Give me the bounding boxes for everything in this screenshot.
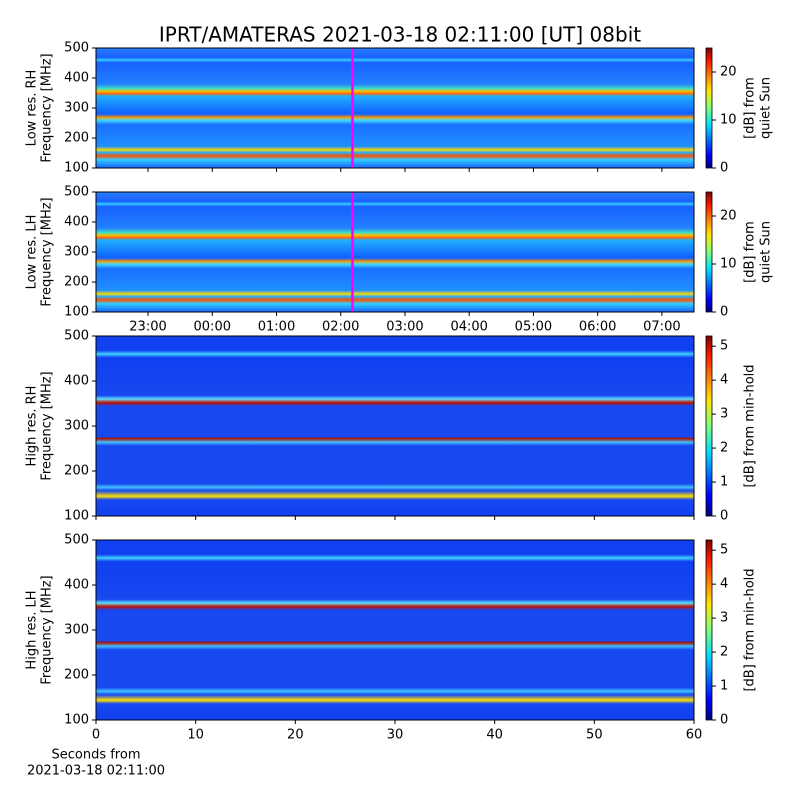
colorbar-tick-label: 1 bbox=[720, 475, 728, 490]
x-tick-label: 10 bbox=[187, 728, 204, 743]
y-axis-label: High res. RH bbox=[25, 386, 40, 467]
x-tick-label: 05:00 bbox=[515, 320, 552, 335]
y-tick-label: 200 bbox=[64, 131, 89, 146]
x-tick-label: 40 bbox=[486, 728, 503, 743]
x-tick-label: 07:00 bbox=[643, 320, 680, 335]
y-tick-label: 400 bbox=[64, 578, 89, 593]
colorbar-tick-label: 20 bbox=[720, 65, 737, 80]
y-axis-label: Frequency [MHz] bbox=[40, 371, 55, 480]
y-tick-label: 100 bbox=[64, 161, 89, 176]
spectrogram-image bbox=[96, 336, 694, 516]
colorbar-tick-label: 3 bbox=[720, 611, 728, 626]
x-tick-label: 01:00 bbox=[258, 320, 295, 335]
y-axis-label: High res. LH bbox=[25, 590, 40, 669]
colorbar bbox=[705, 191, 713, 313]
colorbar-label: [dB] from bbox=[743, 221, 758, 283]
colorbar-tick-label: 0 bbox=[720, 509, 728, 524]
y-tick-label: 100 bbox=[64, 509, 89, 524]
y-tick-label: 400 bbox=[64, 374, 89, 389]
colorbar-tick-label: 5 bbox=[720, 543, 728, 558]
colorbar bbox=[705, 47, 713, 169]
colorbar-label: [dB] from bbox=[743, 77, 758, 139]
colorbar-tick-label: 4 bbox=[720, 373, 728, 388]
x-tick-label: 23:00 bbox=[129, 320, 166, 335]
colorbar-label: quiet Sun bbox=[759, 77, 774, 139]
colorbar-tick-label: 1 bbox=[720, 679, 728, 694]
y-axis-label: Low res. LH bbox=[25, 215, 40, 290]
colorbar-label: [dB] from min-hold bbox=[743, 568, 758, 691]
y-tick-label: 200 bbox=[64, 464, 89, 479]
y-tick-label: 200 bbox=[64, 668, 89, 683]
y-axis-label: Frequency [MHz] bbox=[40, 53, 55, 162]
x-tick-label: 03:00 bbox=[386, 320, 423, 335]
x-tick-label: 04:00 bbox=[450, 320, 487, 335]
colorbar-label: quiet Sun bbox=[759, 221, 774, 283]
spectrogram-image bbox=[96, 48, 694, 168]
colorbar-tick-label: 0 bbox=[720, 305, 728, 320]
x-axis-label: 2021-03-18 02:11:00 bbox=[27, 764, 165, 779]
colorbar-tick-label: 5 bbox=[720, 339, 728, 354]
x-tick-label: 06:00 bbox=[579, 320, 616, 335]
y-tick-label: 500 bbox=[64, 329, 89, 344]
colorbar bbox=[705, 335, 713, 517]
y-axis-label: Frequency [MHz] bbox=[40, 575, 55, 684]
spectrogram-image bbox=[96, 540, 694, 720]
y-axis-label: Frequency [MHz] bbox=[40, 197, 55, 306]
chart-title: IPRT/AMATERAS 2021-03-18 02:11:00 [UT] 0… bbox=[159, 23, 641, 47]
x-tick-label: 00:00 bbox=[194, 320, 231, 335]
colorbar bbox=[705, 539, 713, 721]
x-tick-label: 50 bbox=[586, 728, 603, 743]
y-tick-label: 300 bbox=[64, 623, 89, 638]
colorbar-tick-label: 0 bbox=[720, 713, 728, 728]
x-tick-label: 30 bbox=[387, 728, 404, 743]
y-tick-label: 300 bbox=[64, 101, 89, 116]
y-axis-label: Low res. RH bbox=[25, 70, 40, 147]
colorbar-tick-label: 10 bbox=[720, 113, 737, 128]
colorbar-tick-label: 20 bbox=[720, 209, 737, 224]
y-tick-label: 300 bbox=[64, 245, 89, 260]
y-tick-label: 400 bbox=[64, 215, 89, 230]
y-tick-label: 100 bbox=[64, 713, 89, 728]
colorbar-tick-label: 0 bbox=[720, 161, 728, 176]
y-tick-label: 500 bbox=[64, 185, 89, 200]
y-tick-label: 500 bbox=[64, 41, 89, 56]
colorbar-tick-label: 4 bbox=[720, 577, 728, 592]
x-tick-label: 02:00 bbox=[322, 320, 359, 335]
y-tick-label: 400 bbox=[64, 71, 89, 86]
colorbar-tick-label: 10 bbox=[720, 257, 737, 272]
x-axis-label: Seconds from bbox=[51, 748, 140, 763]
colorbar-tick-label: 3 bbox=[720, 407, 728, 422]
spectrogram-image bbox=[96, 192, 694, 312]
x-tick-label: 0 bbox=[92, 728, 100, 743]
x-tick-label: 60 bbox=[686, 728, 703, 743]
y-tick-label: 100 bbox=[64, 305, 89, 320]
colorbar-tick-label: 2 bbox=[720, 645, 728, 660]
y-tick-label: 300 bbox=[64, 419, 89, 434]
colorbar-tick-label: 2 bbox=[720, 441, 728, 456]
x-tick-label: 20 bbox=[287, 728, 304, 743]
y-tick-label: 500 bbox=[64, 533, 89, 548]
colorbar-label: [dB] from min-hold bbox=[743, 364, 758, 487]
y-tick-label: 200 bbox=[64, 275, 89, 290]
